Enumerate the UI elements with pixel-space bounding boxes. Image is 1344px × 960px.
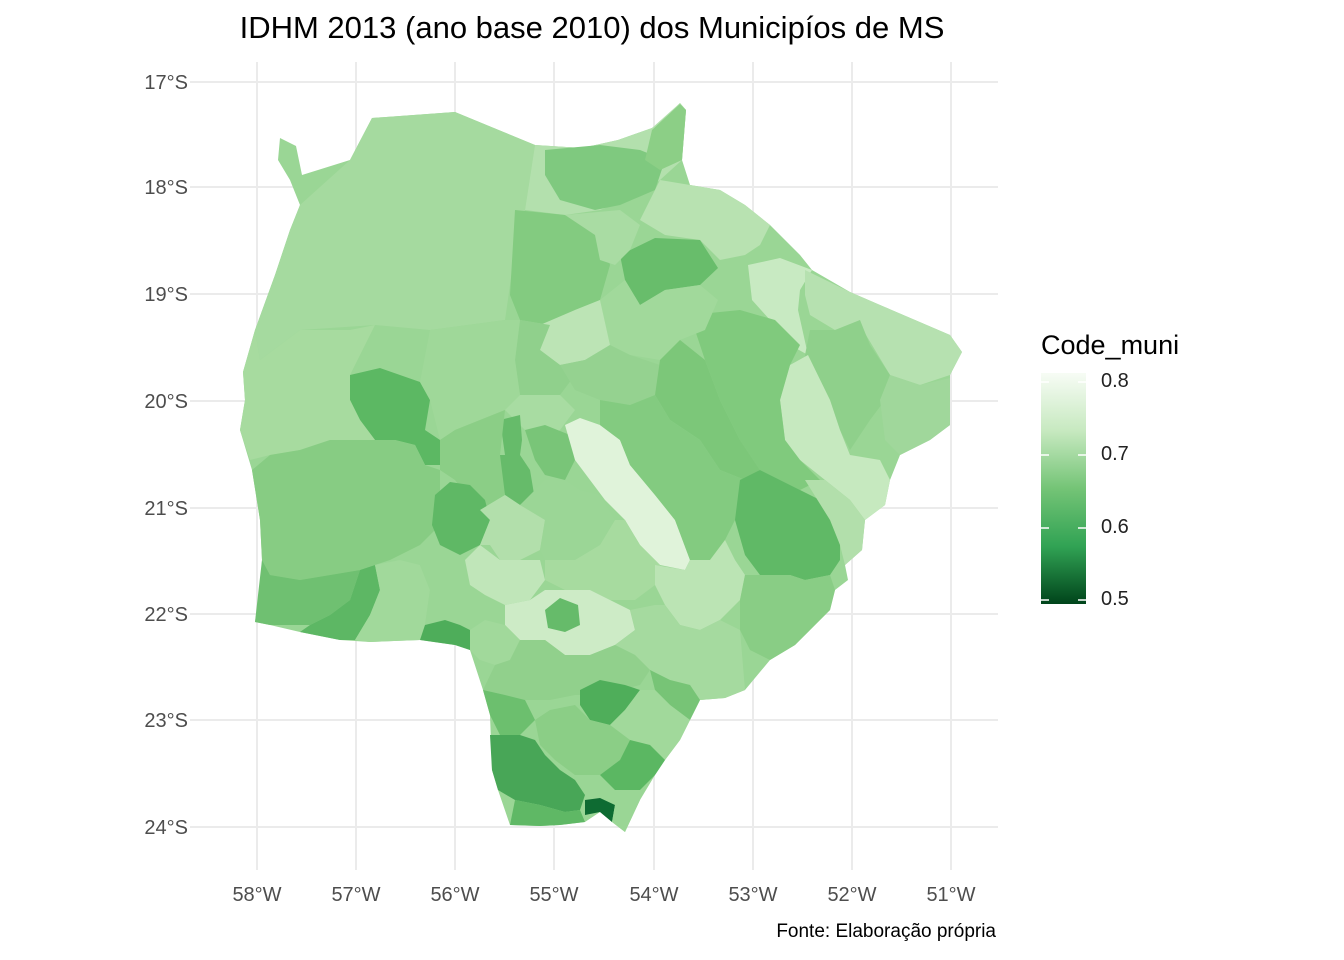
municipality-region <box>655 340 760 480</box>
municipality-region <box>510 800 585 826</box>
municipality-region <box>565 418 690 570</box>
y-tick-label: 17°S <box>144 72 188 94</box>
municipality-region <box>585 798 615 822</box>
municipality-region <box>780 355 890 520</box>
municipality-region <box>350 368 440 465</box>
municipality-regions <box>240 103 962 832</box>
x-tick-label: 57°W <box>331 884 380 906</box>
municipality-region <box>620 238 718 305</box>
municipality-region <box>560 345 660 405</box>
municipality-region <box>600 280 718 360</box>
municipality-region <box>255 112 535 360</box>
municipality-region <box>525 425 575 480</box>
x-tick-label: 56°W <box>430 884 479 906</box>
municipality-region <box>500 415 522 455</box>
municipality-region <box>805 320 890 450</box>
y-tick-label: 18°S <box>144 177 188 199</box>
municipality-region <box>465 545 545 605</box>
municipality-region <box>505 395 575 440</box>
municipality-region <box>805 270 962 385</box>
municipality-region <box>545 520 660 600</box>
municipality-region <box>565 210 640 265</box>
municipality-region <box>240 325 375 460</box>
municipality-region <box>580 680 640 725</box>
municipality-region <box>690 310 820 490</box>
y-tick-label: 24°S <box>144 817 188 839</box>
x-tick-label: 53°W <box>728 884 777 906</box>
legend-label-0-6: 0.6 <box>1101 516 1129 538</box>
municipality-region <box>600 740 665 790</box>
municipality-region <box>615 605 745 700</box>
x-tick-label: 51°W <box>926 884 975 906</box>
y-tick-label: 21°S <box>144 498 188 520</box>
municipality-region <box>640 180 770 260</box>
y-tick-label: 23°S <box>144 710 188 732</box>
x-tick-label: 54°W <box>629 884 678 906</box>
municipality-region <box>520 480 615 560</box>
legend-label-0-7: 0.7 <box>1101 443 1129 465</box>
municipality-region <box>470 620 520 665</box>
municipality-region <box>355 560 430 642</box>
municipality-region <box>535 705 630 775</box>
municipality-region <box>540 300 610 365</box>
municipality-region <box>545 598 580 632</box>
municipality-region <box>420 320 520 440</box>
municipality-region <box>300 565 380 640</box>
municipality-region <box>420 620 470 650</box>
municipality-region <box>650 670 700 720</box>
municipality-region <box>655 540 745 630</box>
municipality-region <box>610 690 690 760</box>
municipality-region <box>748 258 812 355</box>
municipality-region <box>805 480 865 565</box>
municipality-region <box>735 470 840 580</box>
municipality-region <box>500 455 535 505</box>
municipality-region <box>510 210 610 325</box>
municipality-region <box>480 495 545 560</box>
municipality-region <box>740 575 835 660</box>
municipality-region <box>432 482 490 555</box>
municipality-region <box>440 410 505 510</box>
municipality-region <box>255 560 360 625</box>
municipality-region <box>490 735 585 812</box>
y-axis-ticks: 17°S 18°S 19°S 20°S 21°S 22°S 23°S 24°S <box>144 72 188 839</box>
municipality-region <box>612 800 640 832</box>
municipality-region <box>545 145 665 210</box>
x-tick-label: 52°W <box>827 884 876 906</box>
x-tick-label: 55°W <box>529 884 578 906</box>
municipality-region <box>483 690 535 735</box>
municipality-region <box>515 320 575 395</box>
y-tick-label: 22°S <box>144 604 188 626</box>
x-axis-ticks: 58°W 57°W 56°W 55°W 54°W 53°W 52°W 51°W <box>232 884 975 906</box>
x-tick-label: 58°W <box>232 884 281 906</box>
y-tick-label: 19°S <box>144 284 188 306</box>
legend-colorbar <box>1041 373 1086 604</box>
municipality-region <box>880 375 950 455</box>
source-caption: Fonte: Elaboração própria <box>776 921 996 942</box>
municipality-region <box>252 440 440 580</box>
legend-label-0-8: 0.8 <box>1101 370 1129 392</box>
legend-label-0-5: 0.5 <box>1101 588 1129 610</box>
y-tick-label: 20°S <box>144 391 188 413</box>
municipality-region <box>420 555 465 625</box>
municipality-region <box>600 395 745 560</box>
map-title: IDHM 2013 (ano base 2010) dos Municipíos… <box>239 10 945 45</box>
legend-title: Code_muni <box>1041 330 1180 360</box>
municipality-region <box>645 104 686 170</box>
